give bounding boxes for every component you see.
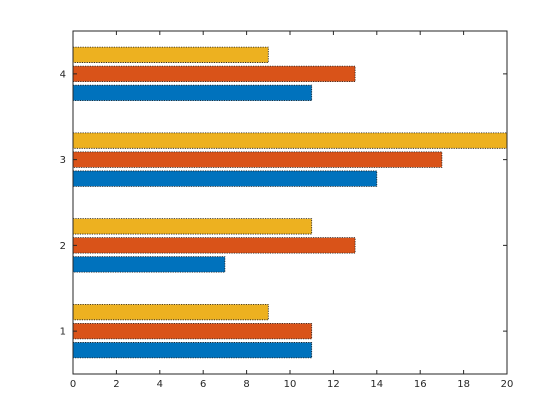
x-tick-label: 12: [327, 379, 340, 390]
x-tick-label: 8: [243, 379, 249, 390]
bar-series-3-cat-3: [72, 132, 508, 149]
bar-series-2-cat-3: [72, 151, 443, 168]
bar-series-3-cat-1: [72, 303, 269, 321]
bar-series-3-cat-2: [72, 218, 313, 235]
x-axis: 0 2 4 6 8 10 12 14 16 18 20: [70, 31, 514, 390]
bars-layer: [72, 46, 508, 359]
bar-series-1-cat-2: [72, 256, 226, 273]
x-tick-label: 18: [457, 379, 470, 390]
x-tick-label: 2: [113, 379, 119, 390]
x-tick-label: 10: [284, 379, 297, 390]
x-tick-label: 14: [370, 379, 383, 390]
bar-series-1-cat-3: [72, 170, 378, 187]
bar-series-2-cat-1: [72, 323, 313, 340]
y-tick-label: 3: [60, 155, 66, 166]
x-tick-label: 0: [70, 379, 76, 390]
y-tick-label: 1: [60, 327, 66, 338]
x-tick-label: 4: [157, 379, 163, 390]
x-tick-label: 20: [501, 379, 514, 390]
y-tick-label: 4: [60, 69, 66, 80]
bar-series-1-cat-4: [72, 84, 313, 102]
y-tick-label: 2: [60, 241, 66, 252]
bar-series-2-cat-4: [72, 65, 356, 82]
y-axis: 1 2 3 4: [60, 69, 507, 338]
x-tick-label: 6: [200, 379, 206, 390]
bar-series-3-cat-4: [72, 46, 269, 63]
bar-series-2-cat-2: [72, 237, 356, 254]
plot-area: [73, 31, 507, 374]
x-tick-label: 16: [414, 379, 427, 390]
bar-series-1-cat-1: [72, 342, 313, 359]
